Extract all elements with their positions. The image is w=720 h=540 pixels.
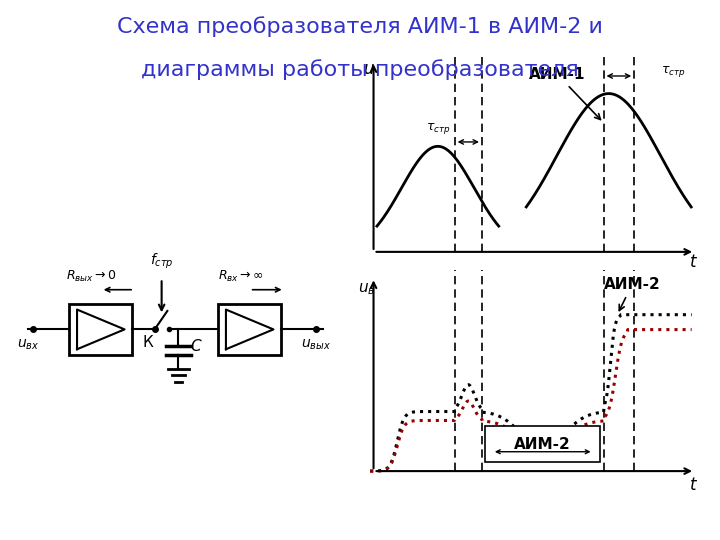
Text: К: К [143, 335, 153, 350]
Text: $u_{вх}$: $u_{вх}$ [17, 338, 39, 352]
Text: $u_в$: $u_в$ [358, 281, 375, 297]
Text: диаграммы работы преобразователя: диаграммы работы преобразователя [141, 59, 579, 80]
Text: $\tau_{стр}$: $\tau_{стр}$ [426, 122, 450, 136]
Text: АИМ-2: АИМ-2 [514, 437, 571, 452]
Text: АИМ-2: АИМ-2 [603, 278, 660, 310]
Text: $R_{вых}\rightarrow 0$: $R_{вых}\rightarrow 0$ [66, 269, 117, 284]
Text: $t$: $t$ [689, 253, 698, 271]
Bar [485, 427, 600, 462]
Text: $u_{вых}$: $u_{вых}$ [301, 338, 331, 352]
Bar [69, 304, 132, 355]
Bar [218, 304, 282, 355]
Text: $u$: $u$ [363, 59, 374, 78]
Text: $t$: $t$ [689, 476, 698, 494]
Text: Схема преобразователя АИМ-1 в АИМ-2 и: Схема преобразователя АИМ-1 в АИМ-2 и [117, 16, 603, 37]
Text: C: C [191, 339, 201, 354]
Text: $f_{стр}$: $f_{стр}$ [150, 252, 174, 271]
Text: $\tau_{стр}$: $\tau_{стр}$ [661, 64, 685, 79]
Text: $R_{вх}\rightarrow \infty$: $R_{вх}\rightarrow \infty$ [218, 269, 264, 284]
Text: АИМ-1: АИМ-1 [529, 67, 600, 119]
